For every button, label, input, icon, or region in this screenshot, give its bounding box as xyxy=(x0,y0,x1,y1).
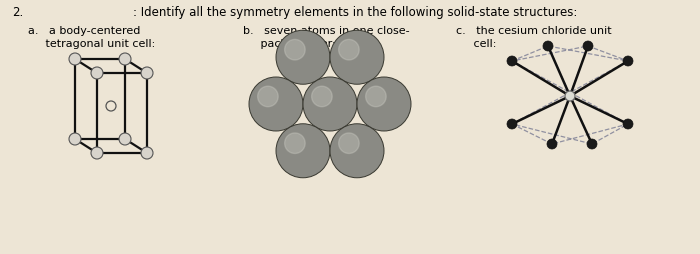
Circle shape xyxy=(587,139,597,149)
Circle shape xyxy=(330,30,384,84)
Circle shape xyxy=(119,53,131,65)
Circle shape xyxy=(547,139,557,149)
Circle shape xyxy=(507,56,517,66)
Circle shape xyxy=(357,77,411,131)
Circle shape xyxy=(543,41,553,51)
Circle shape xyxy=(141,67,153,79)
Circle shape xyxy=(285,39,305,60)
Circle shape xyxy=(339,133,359,153)
Text: b.   seven atoms in one close-
     packed layer:: b. seven atoms in one close- packed laye… xyxy=(243,26,410,49)
Circle shape xyxy=(312,86,332,107)
Circle shape xyxy=(119,133,131,145)
Circle shape xyxy=(106,101,116,111)
Circle shape xyxy=(623,56,633,66)
Circle shape xyxy=(330,124,384,178)
Circle shape xyxy=(583,41,593,51)
Circle shape xyxy=(249,77,303,131)
Circle shape xyxy=(276,30,330,84)
Circle shape xyxy=(258,86,278,107)
Text: : Identify all the symmetry elements in the following solid-state structures:: : Identify all the symmetry elements in … xyxy=(133,6,578,19)
Circle shape xyxy=(69,133,81,145)
Circle shape xyxy=(285,133,305,153)
Circle shape xyxy=(91,67,103,79)
Circle shape xyxy=(69,53,81,65)
Text: a.   a body-centered
     tetragonal unit cell:: a. a body-centered tetragonal unit cell: xyxy=(28,26,155,49)
Text: 2.: 2. xyxy=(12,6,23,19)
Circle shape xyxy=(365,86,386,107)
Circle shape xyxy=(303,77,357,131)
Circle shape xyxy=(276,124,330,178)
Circle shape xyxy=(507,119,517,129)
Text: c.   the cesium chloride unit
     cell:: c. the cesium chloride unit cell: xyxy=(456,26,612,49)
Circle shape xyxy=(91,147,103,159)
Circle shape xyxy=(565,91,575,101)
Circle shape xyxy=(623,119,633,129)
Circle shape xyxy=(339,39,359,60)
Circle shape xyxy=(141,147,153,159)
